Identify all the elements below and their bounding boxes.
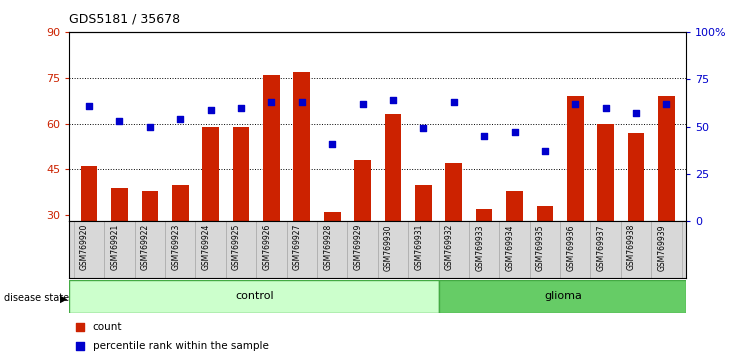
Bar xyxy=(621,221,651,278)
Bar xyxy=(172,184,188,221)
Text: GSM769930: GSM769930 xyxy=(384,224,393,270)
Text: GSM769924: GSM769924 xyxy=(201,224,211,270)
Text: GDS5181 / 35678: GDS5181 / 35678 xyxy=(69,12,180,25)
Point xyxy=(387,97,399,103)
Bar xyxy=(226,221,256,278)
Text: GSM769929: GSM769929 xyxy=(353,224,363,270)
Text: count: count xyxy=(93,322,123,332)
Point xyxy=(205,107,217,112)
Point xyxy=(83,103,95,109)
Point xyxy=(326,141,338,147)
Point xyxy=(235,105,247,110)
Bar xyxy=(628,133,645,221)
Bar xyxy=(506,191,523,221)
Bar xyxy=(651,221,682,278)
Bar xyxy=(111,188,128,221)
Text: GSM769934: GSM769934 xyxy=(505,224,515,270)
Point xyxy=(418,126,429,131)
Bar xyxy=(439,221,469,278)
Bar xyxy=(74,221,104,278)
Text: control: control xyxy=(235,291,274,302)
Bar xyxy=(591,221,621,278)
Text: GSM769920: GSM769920 xyxy=(80,224,89,270)
Text: percentile rank within the sample: percentile rank within the sample xyxy=(93,341,269,351)
Bar xyxy=(439,280,686,313)
Bar xyxy=(165,221,196,278)
Bar xyxy=(256,221,287,278)
Bar xyxy=(202,127,219,221)
Bar xyxy=(196,221,226,278)
Point xyxy=(74,343,86,349)
Text: GSM769922: GSM769922 xyxy=(141,224,150,270)
Point xyxy=(569,101,581,107)
Point xyxy=(509,130,520,135)
Text: GSM769928: GSM769928 xyxy=(323,224,332,270)
Point xyxy=(539,148,550,154)
Point xyxy=(74,324,86,330)
Bar xyxy=(560,221,591,278)
Text: GSM769935: GSM769935 xyxy=(536,224,545,270)
Bar xyxy=(263,75,280,221)
Bar xyxy=(476,209,493,221)
Bar xyxy=(142,191,158,221)
Text: GSM769936: GSM769936 xyxy=(566,224,575,270)
Bar xyxy=(385,114,402,221)
Point xyxy=(296,99,307,105)
Point xyxy=(114,118,126,124)
Point xyxy=(144,124,155,130)
Bar xyxy=(233,127,250,221)
Text: GSM769926: GSM769926 xyxy=(262,224,272,270)
Bar xyxy=(445,163,462,221)
Point xyxy=(630,110,642,116)
Text: ▶: ▶ xyxy=(60,293,67,303)
Bar xyxy=(378,221,408,278)
Text: disease state: disease state xyxy=(4,293,69,303)
Bar xyxy=(415,184,431,221)
Bar xyxy=(293,72,310,221)
Point xyxy=(478,133,490,139)
Bar xyxy=(530,221,560,278)
Bar xyxy=(347,221,378,278)
Text: GSM769939: GSM769939 xyxy=(658,224,666,270)
Bar xyxy=(597,124,614,221)
Bar xyxy=(69,280,439,313)
Bar xyxy=(81,166,98,221)
Text: GSM769923: GSM769923 xyxy=(172,224,180,270)
Bar xyxy=(499,221,530,278)
Point xyxy=(266,99,277,105)
Text: GSM769925: GSM769925 xyxy=(232,224,241,270)
Bar xyxy=(469,221,499,278)
Bar xyxy=(104,221,134,278)
Bar xyxy=(537,206,553,221)
Bar xyxy=(134,221,165,278)
Bar xyxy=(354,160,371,221)
Bar xyxy=(324,212,341,221)
Point xyxy=(174,116,186,122)
Text: GSM769933: GSM769933 xyxy=(475,224,484,270)
Bar xyxy=(658,96,675,221)
Text: GSM769937: GSM769937 xyxy=(596,224,606,270)
Bar xyxy=(287,221,317,278)
Point xyxy=(448,99,460,105)
Text: glioma: glioma xyxy=(544,291,582,302)
Text: GSM769927: GSM769927 xyxy=(293,224,301,270)
Bar xyxy=(317,221,347,278)
Point xyxy=(661,101,672,107)
Text: GSM769921: GSM769921 xyxy=(110,224,120,270)
Text: GSM769932: GSM769932 xyxy=(445,224,454,270)
Bar xyxy=(567,96,584,221)
Bar xyxy=(408,221,439,278)
Text: GSM769931: GSM769931 xyxy=(415,224,423,270)
Point xyxy=(357,101,369,107)
Point xyxy=(600,105,612,110)
Text: GSM769938: GSM769938 xyxy=(627,224,636,270)
